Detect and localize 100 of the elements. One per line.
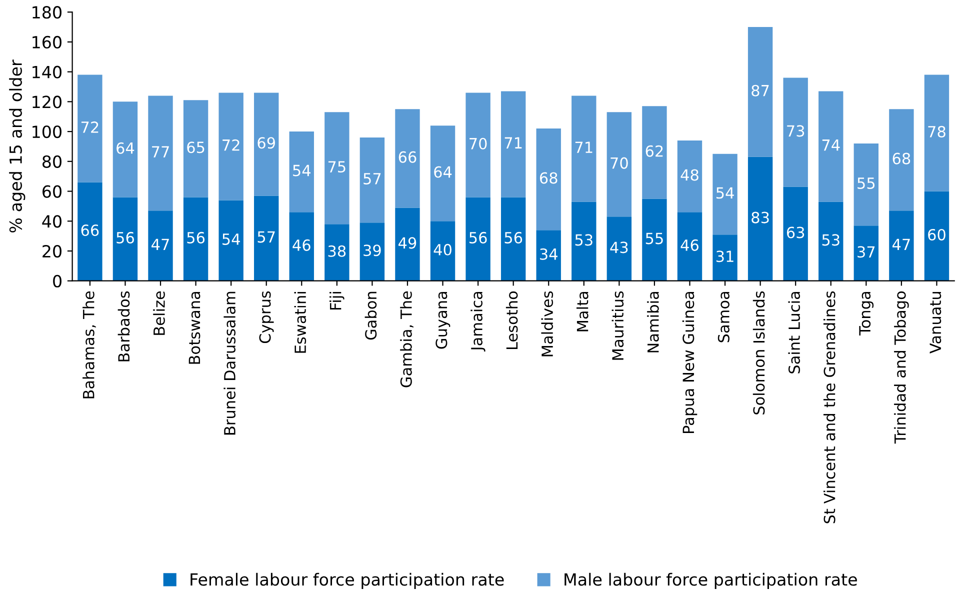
- data-label: 57: [258, 231, 275, 243]
- y-axis-title: % aged 15 and older: [9, 60, 26, 232]
- bar: [677, 140, 702, 212]
- x-tick-label: Botswana: [188, 292, 200, 364]
- bar: [360, 222, 385, 281]
- data-label: 48: [680, 169, 698, 181]
- x-tick-label: Brunei Darussalam: [224, 292, 236, 435]
- bar: [818, 91, 844, 202]
- bar: [430, 221, 456, 281]
- data-label: 68: [540, 172, 558, 184]
- data-label: 46: [292, 239, 310, 251]
- data-label: 70: [610, 157, 628, 169]
- y-tick-label: 180: [32, 6, 62, 19]
- bar: [712, 154, 738, 235]
- bar: [112, 102, 138, 198]
- bar: [536, 230, 561, 281]
- data-label: 63: [786, 226, 804, 238]
- bar: [606, 112, 632, 217]
- y-tick-label: 100: [32, 126, 62, 138]
- bar: [783, 78, 808, 187]
- data-label: 70: [470, 138, 487, 150]
- x-tick-label: Fiji: [330, 292, 344, 310]
- x-tick-label: Papua New Guinea: [682, 292, 698, 433]
- bar: [218, 92, 244, 200]
- data-label: 47: [152, 238, 169, 250]
- data-label: 73: [787, 125, 804, 137]
- data-label: 46: [680, 239, 698, 251]
- data-label: 66: [398, 151, 416, 163]
- bar: [642, 198, 667, 281]
- bar: [924, 191, 950, 281]
- data-label: 66: [81, 224, 99, 236]
- data-label: 43: [610, 242, 628, 254]
- bar: [360, 138, 385, 223]
- bar: [254, 92, 279, 196]
- x-tick-label: Eswatini: [294, 292, 306, 353]
- bar: [254, 196, 279, 281]
- data-label: 47: [892, 238, 910, 250]
- bar: [572, 202, 596, 281]
- bar: [324, 112, 350, 224]
- bar: [712, 234, 738, 281]
- bar: [78, 182, 102, 281]
- data-label: 56: [187, 232, 205, 244]
- data-label: 60: [928, 228, 946, 240]
- y-tick-label: 20: [42, 244, 62, 258]
- legend-label: Male labour force participation rate: [564, 572, 857, 589]
- bar: [748, 156, 773, 281]
- data-label: 87: [752, 84, 769, 96]
- data-label: 56: [116, 232, 134, 244]
- bar: [183, 100, 208, 198]
- bar: [289, 212, 314, 281]
- data-label: 31: [716, 250, 734, 262]
- y-tick-label: 40: [42, 215, 62, 228]
- data-label: 49: [398, 237, 416, 249]
- y-tick-label: 120: [32, 96, 62, 108]
- bar: [148, 96, 173, 211]
- data-label: 57: [364, 173, 381, 184]
- bar: [606, 216, 632, 281]
- data-label: 40: [434, 244, 452, 256]
- bar: [112, 197, 138, 281]
- x-tick-label: Malta: [576, 292, 588, 332]
- x-tick-label: Gambia, The: [400, 291, 414, 388]
- data-label: 74: [822, 140, 840, 151]
- data-label: 54: [222, 234, 240, 245]
- x-tick-label: Solomon Islands: [752, 291, 765, 414]
- data-label: 65: [187, 142, 204, 154]
- data-label: 83: [752, 212, 769, 224]
- data-label: 55: [858, 178, 875, 189]
- bar: [889, 210, 914, 281]
- data-label: 77: [152, 146, 169, 158]
- data-label: 69: [258, 137, 275, 149]
- bar: [466, 197, 490, 281]
- x-tick-label: Gabon: [364, 292, 377, 340]
- bar: [395, 109, 420, 208]
- bar: [324, 224, 350, 281]
- data-label: 53: [822, 234, 840, 246]
- x-tick-label: Barbados: [118, 291, 130, 362]
- data-label: 71: [504, 137, 522, 148]
- bar: [748, 27, 773, 157]
- data-label: 68: [892, 152, 910, 164]
- x-tick-label: Lesotho: [506, 291, 518, 350]
- y-tick-label: 140: [32, 66, 62, 78]
- data-label: 62: [646, 145, 663, 157]
- legend-label: Female labour force participation rate: [190, 572, 504, 589]
- bar: [430, 126, 456, 222]
- y-tick-label: 60: [42, 185, 62, 198]
- x-tick-label: Cyprus: [259, 291, 274, 344]
- x-tick-label: Guyana: [436, 292, 450, 349]
- data-label: 72: [222, 139, 240, 151]
- data-label: 38: [328, 245, 346, 257]
- bar: [924, 74, 950, 192]
- bar: [642, 106, 667, 199]
- bar: [218, 200, 244, 281]
- x-tick-label: Saint Lucia: [788, 292, 800, 374]
- data-label: 64: [434, 166, 452, 178]
- data-label: 54: [716, 187, 734, 199]
- data-label: 34: [540, 248, 558, 260]
- bar: [889, 109, 914, 211]
- y-tick-label: 80: [42, 155, 62, 168]
- bar: [183, 197, 208, 281]
- data-label: 64: [116, 142, 134, 154]
